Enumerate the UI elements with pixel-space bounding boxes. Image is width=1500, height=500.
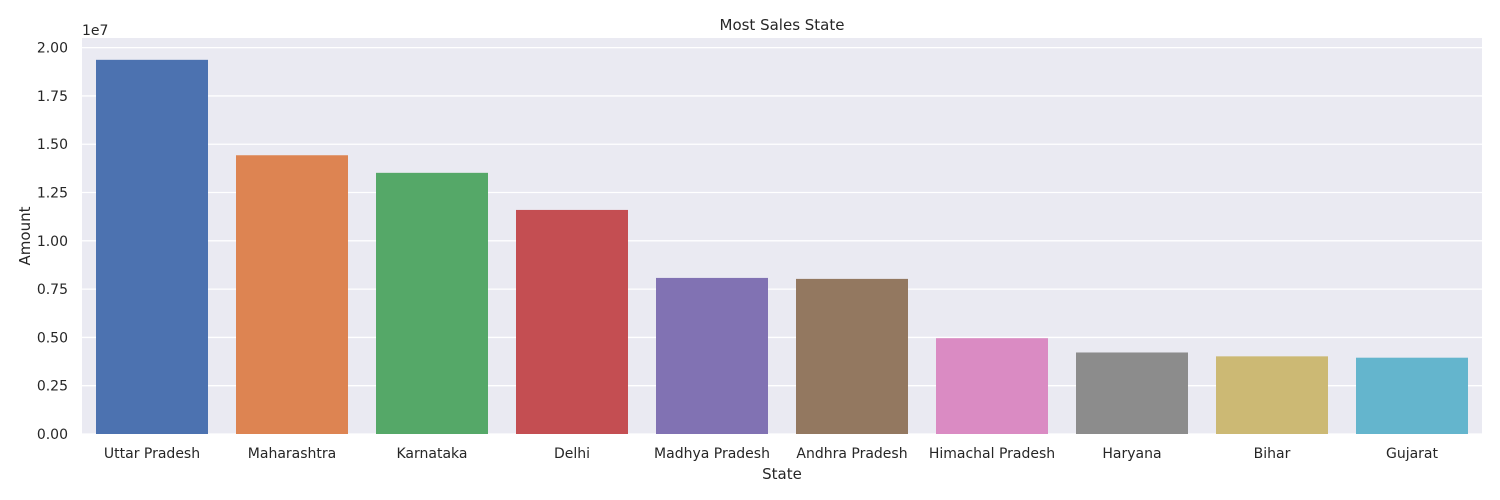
y-tick-label: 1.00 [37,234,68,250]
y-tick-label: 1.25 [37,186,68,202]
y-tick-label: 2.00 [37,41,68,57]
bar-delhi [516,209,628,434]
chart-title: Most Sales State [720,16,845,34]
bar-andhra-pradesh [796,278,908,434]
bar-maharashtra [236,155,348,434]
y-tick-label: 1.75 [37,89,68,105]
y-tick-label: 0.75 [37,282,68,298]
x-tick-label: Karnataka [397,446,468,462]
x-axis-ticks: Uttar Pradesh Maharashtra Karnataka Delhi Ma… [104,446,1439,462]
x-tick-label: Andhra Pradesh [796,446,907,462]
y-axis-label: Amount [16,206,34,265]
y-tick-label: 0.00 [37,427,68,443]
bar-himachal-pradesh [936,338,1048,434]
x-tick-label: Bihar [1254,446,1291,462]
y-axis-ticks: 0.00 0.25 0.50 0.75 1.00 1.25 1.50 1.75 2.00 [37,41,68,443]
x-tick-label: Gujarat [1386,446,1439,462]
x-tick-label: Uttar Pradesh [104,446,200,462]
y-axis-offset-label: 1e7 [82,23,108,39]
bar-bihar [1216,356,1328,434]
bars [96,59,1468,434]
x-tick-label: Delhi [554,446,590,462]
x-tick-label: Madhya Pradesh [654,446,770,462]
x-tick-label: Maharashtra [248,446,336,462]
bar-gujarat [1356,357,1468,434]
bar-karnataka [376,172,488,434]
y-tick-label: 1.50 [37,137,68,153]
y-tick-label: 0.25 [37,379,68,395]
bar-uttar-pradesh [96,59,208,434]
bar-haryana [1076,352,1188,434]
y-tick-label: 0.50 [37,330,68,346]
x-tick-label: Himachal Pradesh [929,446,1055,462]
x-tick-label: Haryana [1102,446,1161,462]
x-axis-label: State [762,465,802,483]
bar-madhya-pradesh [656,277,768,434]
